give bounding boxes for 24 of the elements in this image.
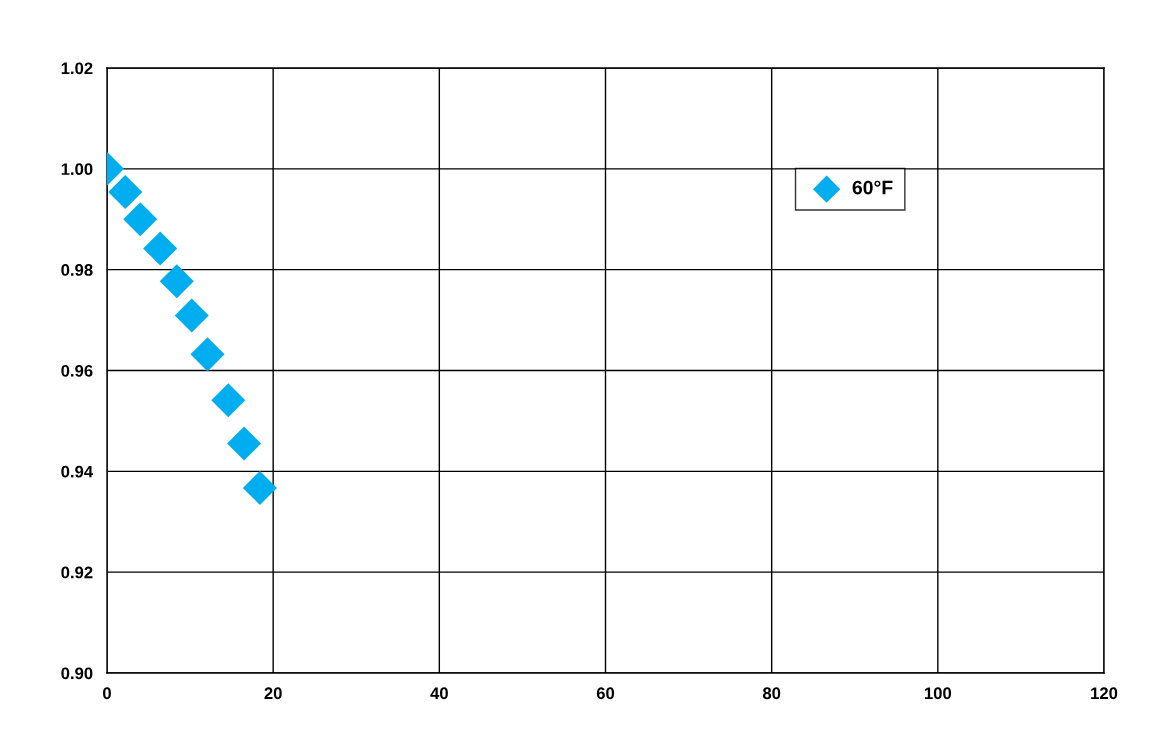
point: [143, 231, 178, 266]
x-tick-label: 40: [430, 687, 448, 700]
x-tick-label: 0: [103, 687, 111, 700]
y-tick-label: 1.02: [61, 62, 93, 75]
point: [190, 337, 225, 372]
y-tick-label: 1.00: [61, 163, 93, 176]
y-tick-label: 0.98: [61, 264, 93, 276]
x-tick-label: 20: [264, 687, 282, 700]
point: [108, 175, 143, 210]
y-tick-label: 0.92: [61, 566, 93, 579]
point: [227, 426, 262, 461]
y-tick-label: 0.90: [61, 667, 93, 680]
point: [211, 383, 246, 418]
point: [123, 202, 158, 237]
point: [174, 298, 209, 333]
y-tick-label: 0.94: [61, 465, 94, 478]
x-tick-label: 120: [1091, 687, 1118, 700]
legend-label: 60°F: [852, 180, 893, 195]
y-tick-label: 0.96: [61, 364, 93, 377]
point: [242, 470, 277, 505]
x-tick-label: 80: [762, 687, 781, 700]
point: [159, 264, 194, 299]
x-tick-label: 60: [596, 687, 615, 700]
x-tick-label: 100: [924, 687, 952, 700]
